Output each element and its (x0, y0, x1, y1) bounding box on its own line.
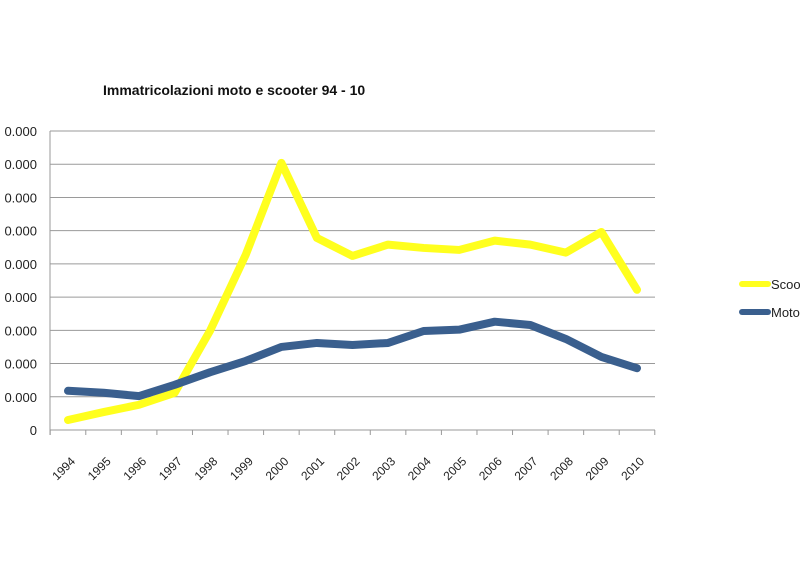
x-tick-label: 1999 (227, 454, 256, 483)
series-line-scooter (64, 158, 641, 425)
x-tick-label: 1998 (192, 454, 221, 483)
x-tick-label: 2000 (263, 454, 292, 483)
legend: Scooter Moto (739, 277, 800, 320)
y-axis: 0 0.000 0.000 0.000 0.000 0.000 0.000 0.000 0.00… (4, 124, 37, 438)
x-tick-label: 1996 (120, 454, 149, 483)
y-tick-label: 0.000 (4, 157, 37, 172)
x-tick-label: 2002 (334, 454, 363, 483)
x-tick-label: 1995 (85, 454, 114, 483)
x-tick-label: 2006 (476, 454, 505, 483)
y-tick-label: 0.000 (4, 190, 37, 205)
x-tick-label: 1994 (49, 454, 78, 483)
y-tick-label: 0.000 (4, 390, 37, 405)
y-tick-label: 0 (30, 423, 37, 438)
y-tick-label: 0.000 (4, 323, 37, 338)
x-tick-label: 1997 (156, 454, 185, 483)
y-tick-label: 0.000 (4, 124, 37, 139)
legend-label: Scooter (771, 277, 800, 292)
x-tick-label: 2004 (405, 454, 434, 483)
x-tick-label: 2007 (512, 454, 541, 483)
y-tick-label: 0.000 (4, 224, 37, 239)
x-tick-label: 2003 (369, 454, 398, 483)
series-line-moto (64, 317, 641, 401)
x-tick-label: 2009 (583, 454, 612, 483)
y-tick-label: 0.000 (4, 357, 37, 372)
x-axis: 1994 1995 1996 1997 1998 1999 2000 2001 2002 2003… (49, 430, 656, 483)
x-tick-label: 2010 (618, 454, 647, 483)
y-tick-label: 0.000 (4, 290, 37, 305)
series-lines (64, 158, 641, 425)
x-tick-label: 2008 (547, 454, 576, 483)
chart-title: Immatricolazioni moto e scooter 94 - 10 (103, 82, 365, 98)
gridlines (49, 130, 655, 435)
y-tick-label: 0.000 (4, 257, 37, 272)
x-tick-label: 2005 (441, 454, 470, 483)
x-tick-label: 2001 (298, 454, 327, 483)
legend-label: Moto (771, 305, 800, 320)
